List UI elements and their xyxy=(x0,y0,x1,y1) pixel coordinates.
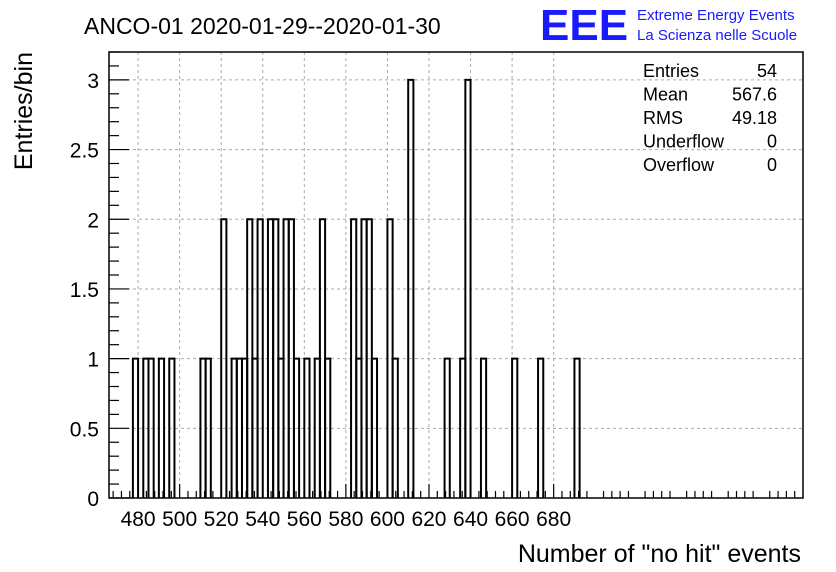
stats-value: 49.18 xyxy=(732,108,777,128)
histogram-bar xyxy=(464,78,472,498)
histogram-bar xyxy=(573,357,581,498)
x-tick-label: 500 xyxy=(162,508,197,531)
stats-box: Entries Mean RMS Underflow Overflow 54 567.6 4… xyxy=(643,61,777,175)
stats-label: Mean xyxy=(643,85,688,105)
x-tick-label: 540 xyxy=(245,508,280,531)
y-tick-labels: 0 0.5 1 1.5 2 2.5 3 xyxy=(70,70,99,511)
stats-value: 0 xyxy=(767,155,777,175)
x-tick-labels: 480 500 520 540 560 580 600 620 640 660 680 xyxy=(121,508,572,531)
x-tick-label: 480 xyxy=(121,508,156,531)
histogram-bar xyxy=(511,357,519,498)
y-tick-label: 1 xyxy=(87,349,99,372)
plot-frame xyxy=(108,51,804,499)
stats-value: 0 xyxy=(767,132,777,152)
grid xyxy=(109,52,803,498)
x-tick-label: 640 xyxy=(453,508,488,531)
x-tick-label: 620 xyxy=(411,508,446,531)
stats-label: Entries xyxy=(643,61,699,81)
axis-ticks xyxy=(109,51,796,499)
histogram-bar xyxy=(147,357,155,498)
logo-letters: EEE xyxy=(540,1,628,50)
histogram-bar xyxy=(204,357,212,498)
x-tick-label: 660 xyxy=(495,508,530,531)
logo-line-1: Extreme Energy Events xyxy=(637,7,795,24)
y-tick-label: 1.5 xyxy=(70,279,99,302)
x-tick-label: 600 xyxy=(370,508,405,531)
histogram-bar xyxy=(157,357,166,498)
histogram-bar xyxy=(479,357,488,498)
histogram-bar xyxy=(256,218,264,498)
histogram-bar xyxy=(407,78,415,498)
histogram-bar xyxy=(131,357,140,498)
y-tick-label: 2.5 xyxy=(70,140,99,163)
y-tick-label: 0 xyxy=(87,488,99,511)
histogram-bar xyxy=(537,357,545,498)
stats-label: Underflow xyxy=(643,132,725,152)
histogram-bars xyxy=(131,78,581,498)
y-tick-label: 3 xyxy=(87,70,99,93)
stats-value: 54 xyxy=(757,61,777,81)
chart-title: ANCO-01 2020-01-29--2020-01-30 xyxy=(84,13,441,39)
y-axis-label: Entries/bin xyxy=(10,52,38,170)
histogram-bar xyxy=(324,357,332,498)
histogram-bar xyxy=(292,357,301,498)
x-tick-label: 520 xyxy=(204,508,239,531)
histogram-bar xyxy=(220,218,228,498)
histogram-bar xyxy=(370,357,379,498)
histogram-bar xyxy=(168,357,176,498)
logo-line-2: La Scienza nelle Scuole xyxy=(637,27,797,44)
histogram-bar xyxy=(391,357,399,498)
logo: EEE Extreme Energy Events La Scienza nel… xyxy=(540,1,797,50)
x-tick-label: 560 xyxy=(287,508,322,531)
stats-value: 567.6 xyxy=(732,85,777,105)
x-tick-label: 580 xyxy=(328,508,363,531)
histogram-bar xyxy=(303,357,311,498)
y-tick-label: 0.5 xyxy=(70,418,99,441)
x-axis-label: Number of "no hit" events xyxy=(518,540,801,568)
stats-label: RMS xyxy=(643,108,683,128)
y-tick-label: 2 xyxy=(87,209,99,232)
stats-label: Overflow xyxy=(643,155,715,175)
histogram-bar xyxy=(443,357,451,498)
x-tick-label: 680 xyxy=(536,508,571,531)
